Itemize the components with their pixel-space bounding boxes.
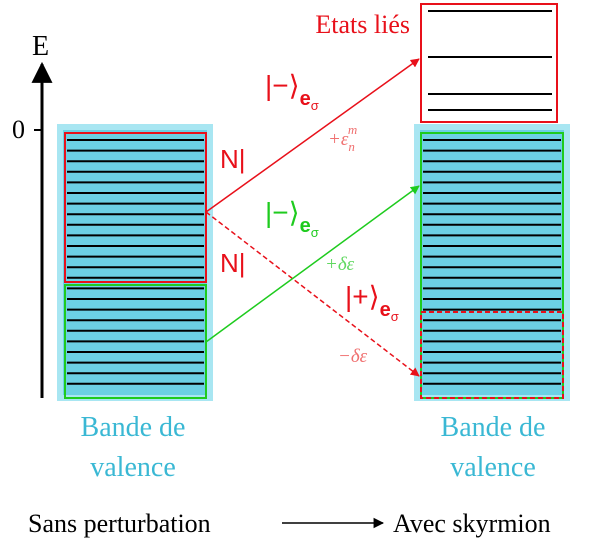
band-left (57, 124, 213, 401)
ket: |−⟩ (265, 197, 300, 228)
energy-label: +δε (325, 254, 355, 275)
bound-states-label: Etats liés (315, 10, 410, 39)
transition-arrow (205, 185, 420, 343)
ket-sub: e (300, 88, 311, 110)
band-label: valence (450, 452, 536, 483)
band-label: Bande de (81, 412, 186, 443)
ket: |+⟩ (345, 281, 380, 312)
energy: +ε (328, 129, 349, 150)
coupling-label: N| (220, 144, 246, 174)
transition-arrow (205, 211, 420, 377)
ket-sub: e (380, 299, 391, 321)
ket-label: |+⟩eσ (345, 281, 399, 324)
energy-sub: n (348, 139, 355, 154)
ket-subsub: σ (311, 225, 319, 240)
zero-label: 0 (12, 115, 25, 144)
bound-states-box (420, 3, 558, 123)
levels (67, 139, 561, 385)
axis-label: E (32, 31, 49, 62)
energy-label: −δε (338, 346, 368, 367)
footer-right: Avec skyrmion (393, 509, 551, 538)
band-right (414, 124, 570, 401)
ket-sub: e (300, 215, 311, 237)
footer-left: Sans perturbation (28, 509, 211, 538)
band-label: Bande de (441, 412, 546, 443)
coupling-label: N| (220, 248, 246, 278)
transition-arrow (205, 58, 420, 213)
shifted-region-right (420, 311, 564, 399)
ket-subsub: σ (391, 309, 399, 324)
ket-label: |−⟩eσ (265, 197, 319, 240)
ket: |−⟩ (265, 70, 300, 101)
energy-sup: m (348, 122, 357, 137)
ket-subsub: σ (311, 98, 319, 113)
ket-label: |−⟩eσ (265, 70, 319, 113)
energy-label: +εnm (328, 122, 357, 154)
bound-region-left (64, 132, 207, 283)
band-label: valence (90, 452, 176, 483)
